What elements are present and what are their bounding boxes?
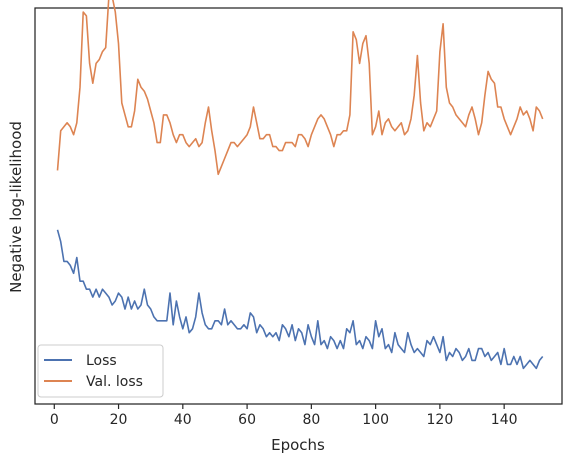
x-tick-label: 20 (110, 412, 128, 428)
x-axis-ticks: 0 20 40 60 80 100 120 140 (50, 404, 518, 428)
legend: Loss Val. loss (37, 344, 164, 398)
legend-box (37, 344, 164, 398)
x-tick-label: 120 (427, 412, 454, 428)
x-tick-label: 0 (50, 412, 59, 428)
x-tick-label: 80 (302, 412, 320, 428)
series-group (56, 0, 544, 370)
y-axis-label: Negative log-likelihood (7, 121, 25, 293)
x-axis-label: Epochs (271, 436, 325, 454)
x-tick-label: 100 (362, 412, 389, 428)
legend-label-loss: Loss (86, 353, 117, 369)
x-tick-label: 60 (238, 412, 256, 428)
series-line-loss (56, 229, 544, 370)
plot-area (34, 7, 563, 405)
x-tick-label: 140 (491, 412, 518, 428)
series-line-val-loss (56, 0, 544, 176)
x-tick-label: 40 (174, 412, 192, 428)
legend-label-val-loss: Val. loss (86, 374, 143, 390)
